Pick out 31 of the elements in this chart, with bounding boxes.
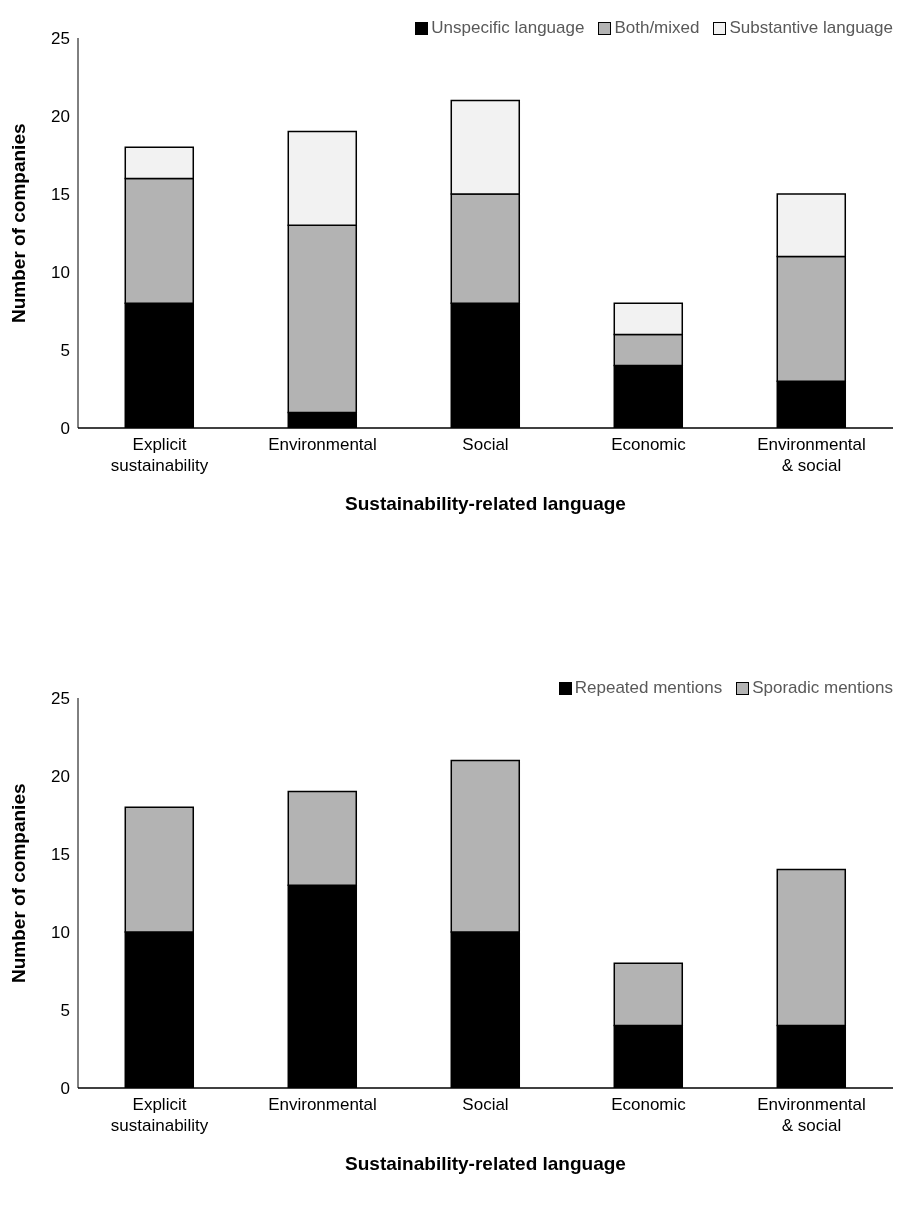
y-tick-label: 0 (60, 1079, 70, 1099)
y-tick-label: 5 (60, 341, 70, 361)
y-tick-label: 20 (51, 767, 70, 787)
legend-label: Unspecific language (431, 18, 585, 38)
legend-label: Both/mixed (614, 18, 700, 38)
x-tick-label: Environmental & social (757, 435, 866, 475)
y-axis-title: Number of companies (7, 123, 29, 323)
y-tick-label: 15 (51, 845, 70, 865)
x-tick-label: Environmental (268, 1095, 377, 1114)
y-tick-label: 15 (51, 185, 70, 205)
x-tick-label: Social (462, 1095, 509, 1114)
x-tick-label: Environmental (268, 435, 377, 454)
legend-label: Repeated mentions (574, 678, 723, 698)
x-tick-label: Social (462, 435, 509, 454)
y-tick-label: 10 (51, 923, 70, 943)
x-tick-label: Explicit sustainability (110, 435, 209, 475)
y-tick-label: 0 (60, 419, 70, 439)
y-axis-title: Number of companies (7, 783, 29, 983)
x-axis-title: Sustainability-related language (345, 1153, 626, 1174)
x-tick-label: Explicit sustainability (110, 1095, 209, 1135)
legend-label: Substantive language (729, 18, 893, 38)
y-tick-label: 20 (51, 107, 70, 127)
y-tick-label: 25 (51, 689, 70, 709)
y-tick-label: 25 (51, 29, 70, 49)
y-tick-label: 10 (51, 263, 70, 283)
legend-label: Sporadic mentions (752, 678, 893, 698)
x-tick-label: Economic (611, 435, 687, 454)
x-tick-label: Environmental & social (757, 1095, 866, 1135)
x-tick-label: Economic (611, 1095, 687, 1114)
y-tick-label: 5 (60, 1001, 70, 1021)
x-axis-title: Sustainability-related language (345, 493, 626, 514)
